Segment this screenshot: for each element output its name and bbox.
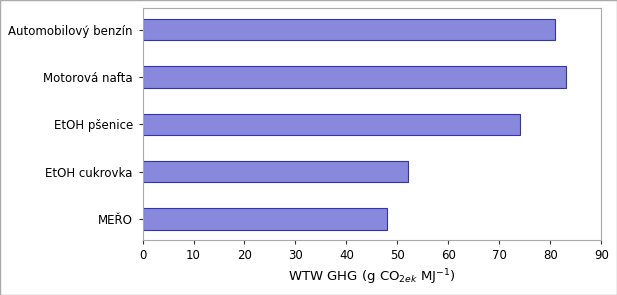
Bar	[143, 208, 387, 230]
Bar	[143, 19, 555, 40]
Bar	[143, 66, 566, 88]
Bar	[143, 161, 408, 182]
Bar	[143, 114, 520, 135]
X-axis label: WTW GHG (g CO$_{2ek}$ MJ$^{-1}$): WTW GHG (g CO$_{2ek}$ MJ$^{-1}$)	[288, 267, 456, 287]
